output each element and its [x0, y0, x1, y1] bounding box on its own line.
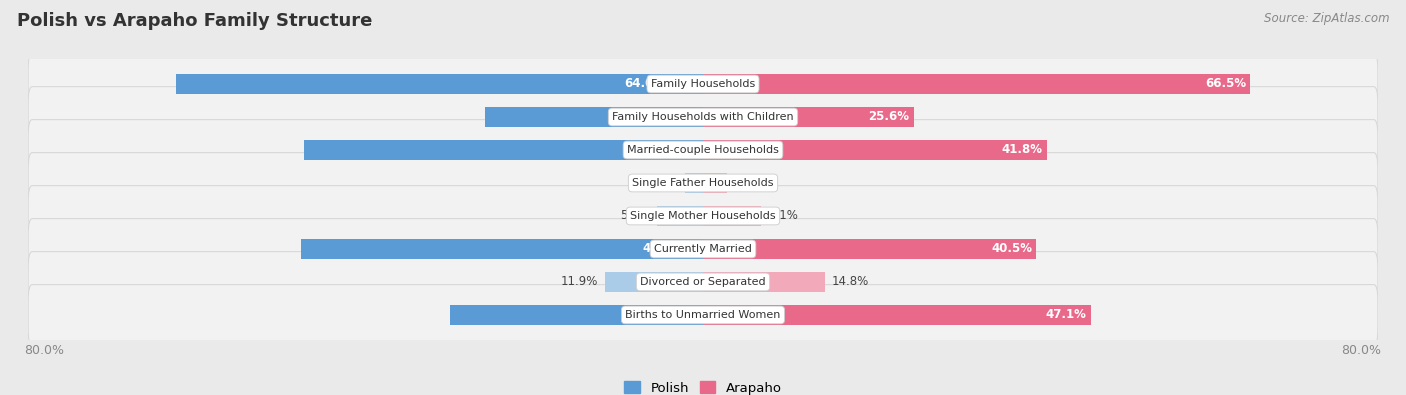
Text: Family Households with Children: Family Households with Children [612, 112, 794, 122]
Text: 7.1%: 7.1% [768, 209, 797, 222]
Bar [703, 239, 1036, 259]
Text: 2.2%: 2.2% [648, 177, 678, 190]
Text: 48.9%: 48.9% [643, 243, 683, 256]
Bar [605, 272, 703, 292]
Bar [703, 74, 1250, 94]
FancyBboxPatch shape [28, 186, 1378, 246]
Bar [703, 140, 1047, 160]
Text: 11.9%: 11.9% [561, 275, 599, 288]
Bar [703, 206, 762, 226]
Bar [703, 173, 727, 193]
FancyBboxPatch shape [28, 87, 1378, 147]
Text: Births to Unmarried Women: Births to Unmarried Women [626, 310, 780, 320]
Bar [485, 107, 703, 127]
Text: Source: ZipAtlas.com: Source: ZipAtlas.com [1264, 12, 1389, 25]
FancyBboxPatch shape [28, 54, 1378, 114]
FancyBboxPatch shape [28, 218, 1378, 279]
Text: 64.0%: 64.0% [624, 77, 665, 90]
Text: 26.5%: 26.5% [671, 111, 711, 124]
Bar [703, 272, 825, 292]
Text: 5.6%: 5.6% [620, 209, 651, 222]
Bar [301, 239, 703, 259]
Text: 47.1%: 47.1% [1046, 308, 1087, 322]
Bar [304, 140, 703, 160]
FancyBboxPatch shape [28, 252, 1378, 312]
Text: 14.8%: 14.8% [831, 275, 869, 288]
Text: 66.5%: 66.5% [1205, 77, 1246, 90]
Text: Single Father Households: Single Father Households [633, 178, 773, 188]
Text: 2.9%: 2.9% [734, 177, 763, 190]
FancyBboxPatch shape [28, 152, 1378, 213]
Text: Single Mother Households: Single Mother Households [630, 211, 776, 221]
Text: Married-couple Households: Married-couple Households [627, 145, 779, 155]
Text: Currently Married: Currently Married [654, 244, 752, 254]
FancyBboxPatch shape [28, 120, 1378, 181]
Text: Divorced or Separated: Divorced or Separated [640, 277, 766, 287]
Text: Polish vs Arapaho Family Structure: Polish vs Arapaho Family Structure [17, 12, 373, 30]
Text: 41.8%: 41.8% [1002, 143, 1043, 156]
Bar [450, 305, 703, 325]
Bar [685, 173, 703, 193]
Text: 48.5%: 48.5% [643, 143, 685, 156]
Legend: Polish, Arapaho: Polish, Arapaho [624, 382, 782, 395]
Bar [703, 305, 1091, 325]
Bar [176, 74, 703, 94]
Bar [657, 206, 703, 226]
Bar [703, 107, 914, 127]
Text: 30.8%: 30.8% [665, 308, 706, 322]
Text: 25.6%: 25.6% [869, 111, 910, 124]
Text: 40.5%: 40.5% [991, 243, 1032, 256]
FancyBboxPatch shape [28, 285, 1378, 345]
Text: Family Households: Family Households [651, 79, 755, 89]
